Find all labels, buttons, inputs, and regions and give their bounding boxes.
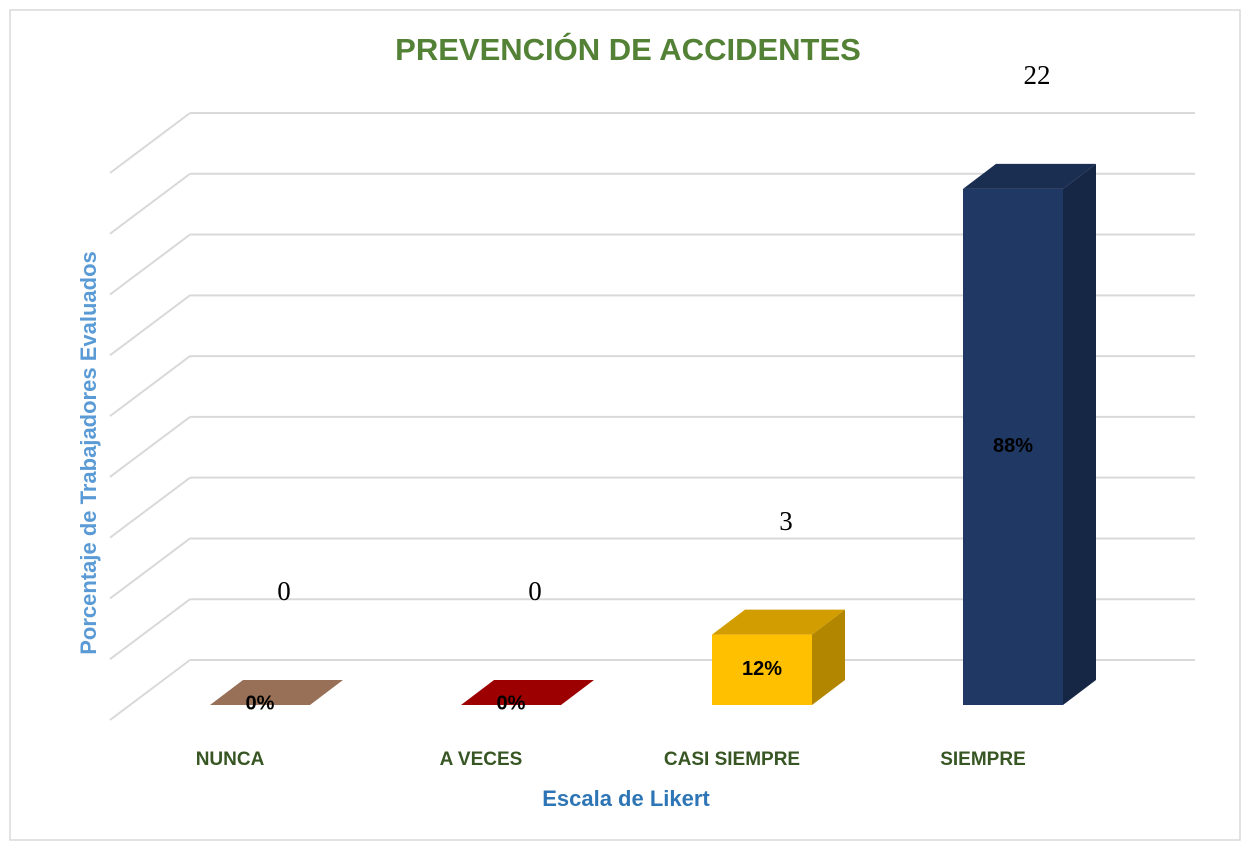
side-grid-line	[109, 659, 191, 721]
side-grid-line	[109, 355, 191, 417]
bar	[712, 634, 812, 705]
bar-top	[963, 163, 1096, 189]
bar-top	[712, 609, 845, 635]
data-label: 88%	[993, 435, 1033, 457]
side-grid-line	[109, 416, 191, 478]
data-label: 0%	[497, 692, 526, 714]
count-label: 0	[277, 576, 291, 606]
bar-top	[210, 680, 343, 705]
side-grid-line	[109, 294, 191, 357]
side-grid-line	[109, 172, 191, 235]
y-axis-title: Porcentaje de Trabajadores Evaluados	[76, 251, 101, 655]
bar-side	[1063, 163, 1096, 705]
chart-title: PREVENCIÓN DE ACCIDENTES	[395, 31, 861, 67]
count-label: 3	[779, 506, 793, 536]
bar	[963, 188, 1063, 705]
side-grid-line	[109, 537, 191, 600]
count-label: 22	[1024, 60, 1051, 90]
side-grid-line	[109, 233, 191, 296]
x-tick-label: SIEMPRE	[940, 749, 1026, 770]
x-tick-label: CASI SIEMPRE	[664, 749, 800, 770]
bar-side	[812, 609, 845, 705]
side-grid-line	[109, 112, 191, 174]
data-label: 0%	[246, 692, 275, 714]
x-tick-label: A VECES	[440, 749, 523, 770]
x-axis-title: Escala de Likert	[542, 786, 710, 811]
side-grid-line	[109, 476, 191, 539]
data-label: 12%	[742, 658, 782, 680]
bar-top	[461, 680, 594, 705]
x-tick-label: NUNCA	[196, 749, 265, 770]
side-grid-line	[109, 598, 191, 661]
count-label: 0	[528, 576, 542, 606]
